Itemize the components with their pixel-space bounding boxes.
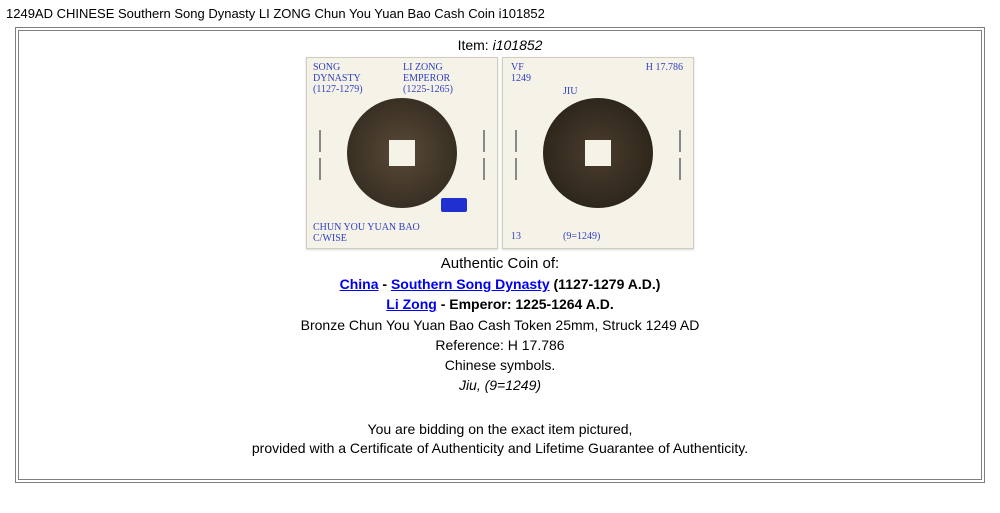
bidding-line-2: provided with a Certificate of Authentic…: [29, 439, 971, 459]
info-line-description: Bronze Chun You Yuan Bao Cash Token 25mm…: [29, 315, 971, 335]
coin-obverse-holder: SONGDYNASTY(1127-1279) LI ZONGEMPEROR(12…: [306, 57, 498, 249]
obverse-note-top-left: SONGDYNASTY(1127-1279): [313, 62, 363, 95]
obverse-note-bottom: CHUN YOU YUAN BAOC/WISE: [313, 222, 420, 244]
info-line-jiu: Jiu, (9=1249): [29, 375, 971, 395]
info-line-dynasty: China - Southern Song Dynasty (1127-1279…: [29, 274, 971, 294]
staple-icon: [483, 130, 485, 152]
item-line: Item: i101852: [29, 37, 971, 53]
obverse-note-top-right: LI ZONGEMPEROR(1225-1265): [403, 62, 453, 95]
bidding-line-1: You are bidding on the exact item pictur…: [29, 420, 971, 440]
item-id: i101852: [493, 37, 543, 53]
coin-images-row: SONGDYNASTY(1127-1279) LI ZONGEMPEROR(12…: [29, 57, 971, 249]
staple-icon: [679, 158, 681, 180]
china-link[interactable]: China: [340, 276, 379, 292]
dynasty-link[interactable]: Southern Song Dynasty: [391, 276, 550, 292]
page-title: 1249AD CHINESE Southern Song Dynasty LI …: [6, 6, 996, 21]
reverse-note-top-right: H 17.786: [646, 62, 683, 73]
info-line-reference: Reference: H 17.786: [29, 335, 971, 355]
info-line-emperor: Li Zong - Emperor: 1225-1264 A.D.: [29, 294, 971, 314]
dash: -: [378, 276, 390, 292]
coin-obverse-hole: [389, 140, 415, 166]
reverse-note-bottom-right: (9=1249): [563, 231, 600, 242]
emperor-link[interactable]: Li Zong: [386, 296, 437, 312]
coin-obverse-disc: [347, 98, 457, 208]
coin-reverse-holder: VF1249 H 17.786 JIU 13 (9=1249): [502, 57, 694, 249]
staple-icon: [319, 158, 321, 180]
reverse-note-bottom-left: 13: [511, 231, 521, 242]
staple-icon: [319, 130, 321, 152]
coin-reverse-disc: [543, 98, 653, 208]
reverse-note-top-left: VF1249: [511, 62, 531, 84]
authentic-label: Authentic Coin of:: [29, 255, 971, 272]
staple-icon: [515, 158, 517, 180]
info-line-symbols: Chinese symbols.: [29, 355, 971, 375]
item-label: Item:: [458, 37, 489, 53]
emperor-dates: - Emperor: 1225-1264 A.D.: [437, 296, 614, 312]
staple-icon: [515, 130, 517, 152]
blue-label-icon: [441, 198, 467, 212]
staple-icon: [483, 158, 485, 180]
reverse-note-mid: JIU: [563, 86, 577, 97]
bidding-note: You are bidding on the exact item pictur…: [29, 420, 971, 459]
staple-icon: [679, 130, 681, 152]
coin-reverse-hole: [585, 140, 611, 166]
dynasty-dates: (1127-1279 A.D.): [550, 276, 661, 292]
listing-frame: Item: i101852 SONGDYNASTY(1127-1279) LI …: [15, 27, 985, 483]
coin-info-block: China - Southern Song Dynasty (1127-1279…: [29, 274, 971, 396]
